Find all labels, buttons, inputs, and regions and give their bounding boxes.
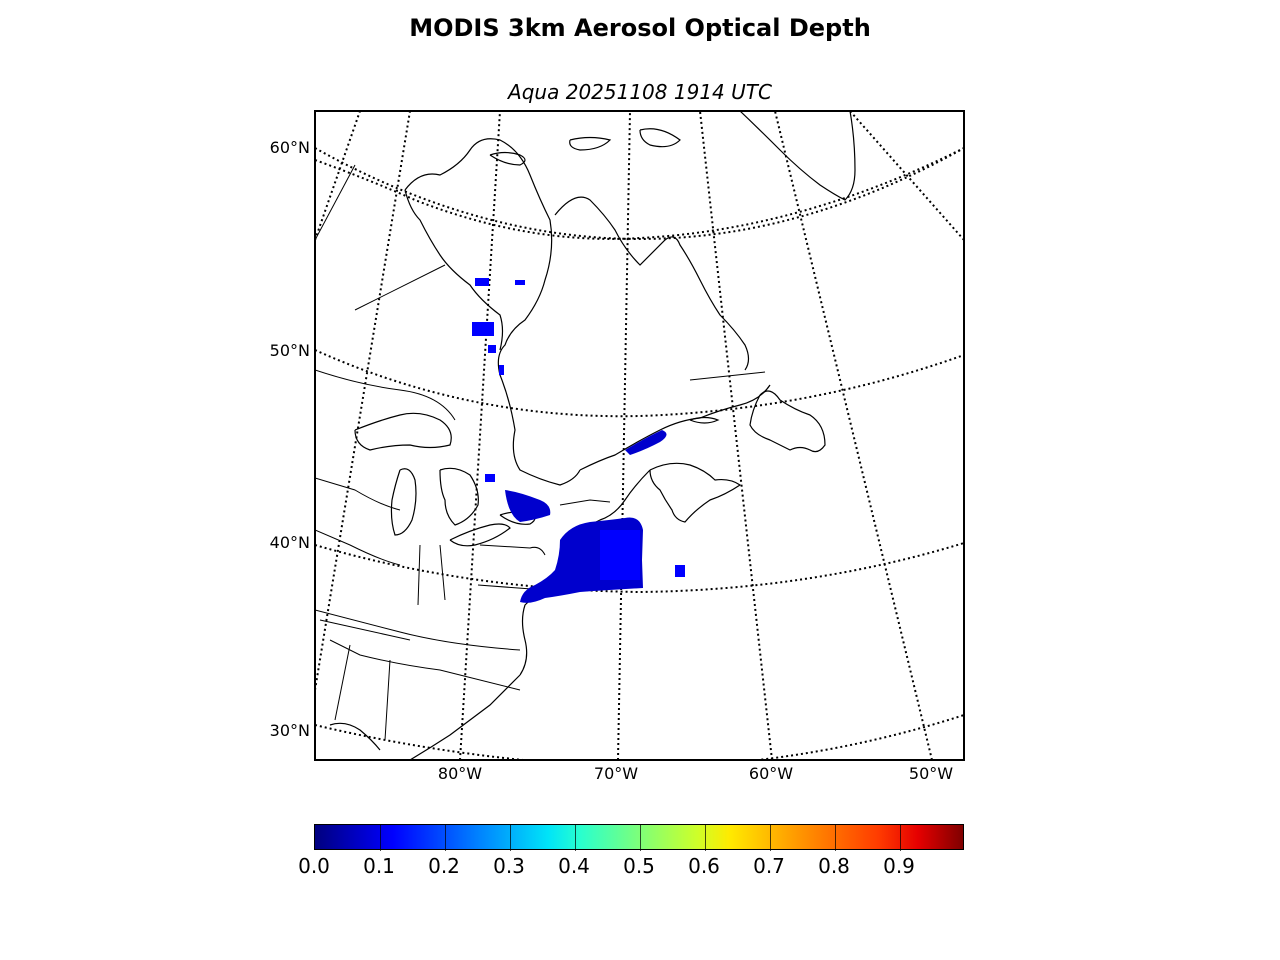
chart-subtitle: Aqua 20251108 1914 UTC — [508, 80, 772, 104]
aod-pixels — [472, 278, 685, 603]
lon-line-100 — [315, 111, 361, 241]
map-frame — [314, 110, 965, 761]
colorbar — [314, 824, 964, 851]
colorbar-tick — [640, 825, 641, 851]
boundaries — [315, 164, 766, 741]
coastlines — [329, 111, 856, 760]
colorbar-tick — [380, 825, 381, 851]
lat-line-30 — [315, 714, 964, 760]
colorbar-tick — [900, 825, 901, 851]
chart-title: MODIS 3km Aerosol Optical Depth — [409, 14, 871, 42]
lon-label-70: 70°W — [593, 764, 639, 783]
colorbar-label: 0.3 — [493, 854, 525, 878]
lat-label-30: 30°N — [269, 721, 310, 740]
colorbar-label: 0.8 — [818, 854, 850, 878]
colorbar-label: 0.1 — [363, 854, 395, 878]
lat-label-40: 40°N — [269, 533, 310, 552]
colorbar-label: 0.4 — [558, 854, 590, 878]
colorbar-label: 0.9 — [883, 854, 915, 878]
lon-line-40 — [849, 111, 964, 241]
lat-line-50 — [315, 349, 964, 418]
lon-line-60 — [699, 111, 773, 760]
lon-line-80 — [459, 111, 501, 760]
colorbar-label: 0.6 — [688, 854, 720, 878]
aod-cluster-gulf — [625, 430, 667, 455]
colorbar-tick — [705, 825, 706, 851]
colorbar-tick — [445, 825, 446, 851]
lat-line-40 — [315, 542, 964, 594]
colorbar-tick — [835, 825, 836, 851]
lon-label-80: 80°W — [437, 764, 483, 783]
colorbar-tick — [510, 825, 511, 851]
colorbar-tick — [770, 825, 771, 851]
lon-label-60: 60°W — [748, 764, 794, 783]
colorbar-label: 0.2 — [428, 854, 460, 878]
lat-label-60: 60°N — [269, 138, 310, 157]
aod-cluster-ontario — [505, 490, 551, 522]
colorbar-label: 0.0 — [298, 854, 330, 878]
lat-label-50: 50°N — [269, 341, 310, 360]
lon-line-90 — [315, 111, 411, 691]
lat-line-55 — [315, 147, 964, 240]
colorbar-tick — [575, 825, 576, 851]
colorbar-label: 0.5 — [623, 854, 655, 878]
colorbar-label: 0.7 — [753, 854, 785, 878]
lon-line-70 — [617, 111, 631, 760]
lon-line-50 — [774, 111, 933, 760]
graticule-longitudes — [315, 111, 964, 760]
graticule-latitudes — [315, 147, 964, 760]
lat-line-60 — [315, 147, 964, 240]
lon-label-50: 50°W — [908, 764, 954, 783]
